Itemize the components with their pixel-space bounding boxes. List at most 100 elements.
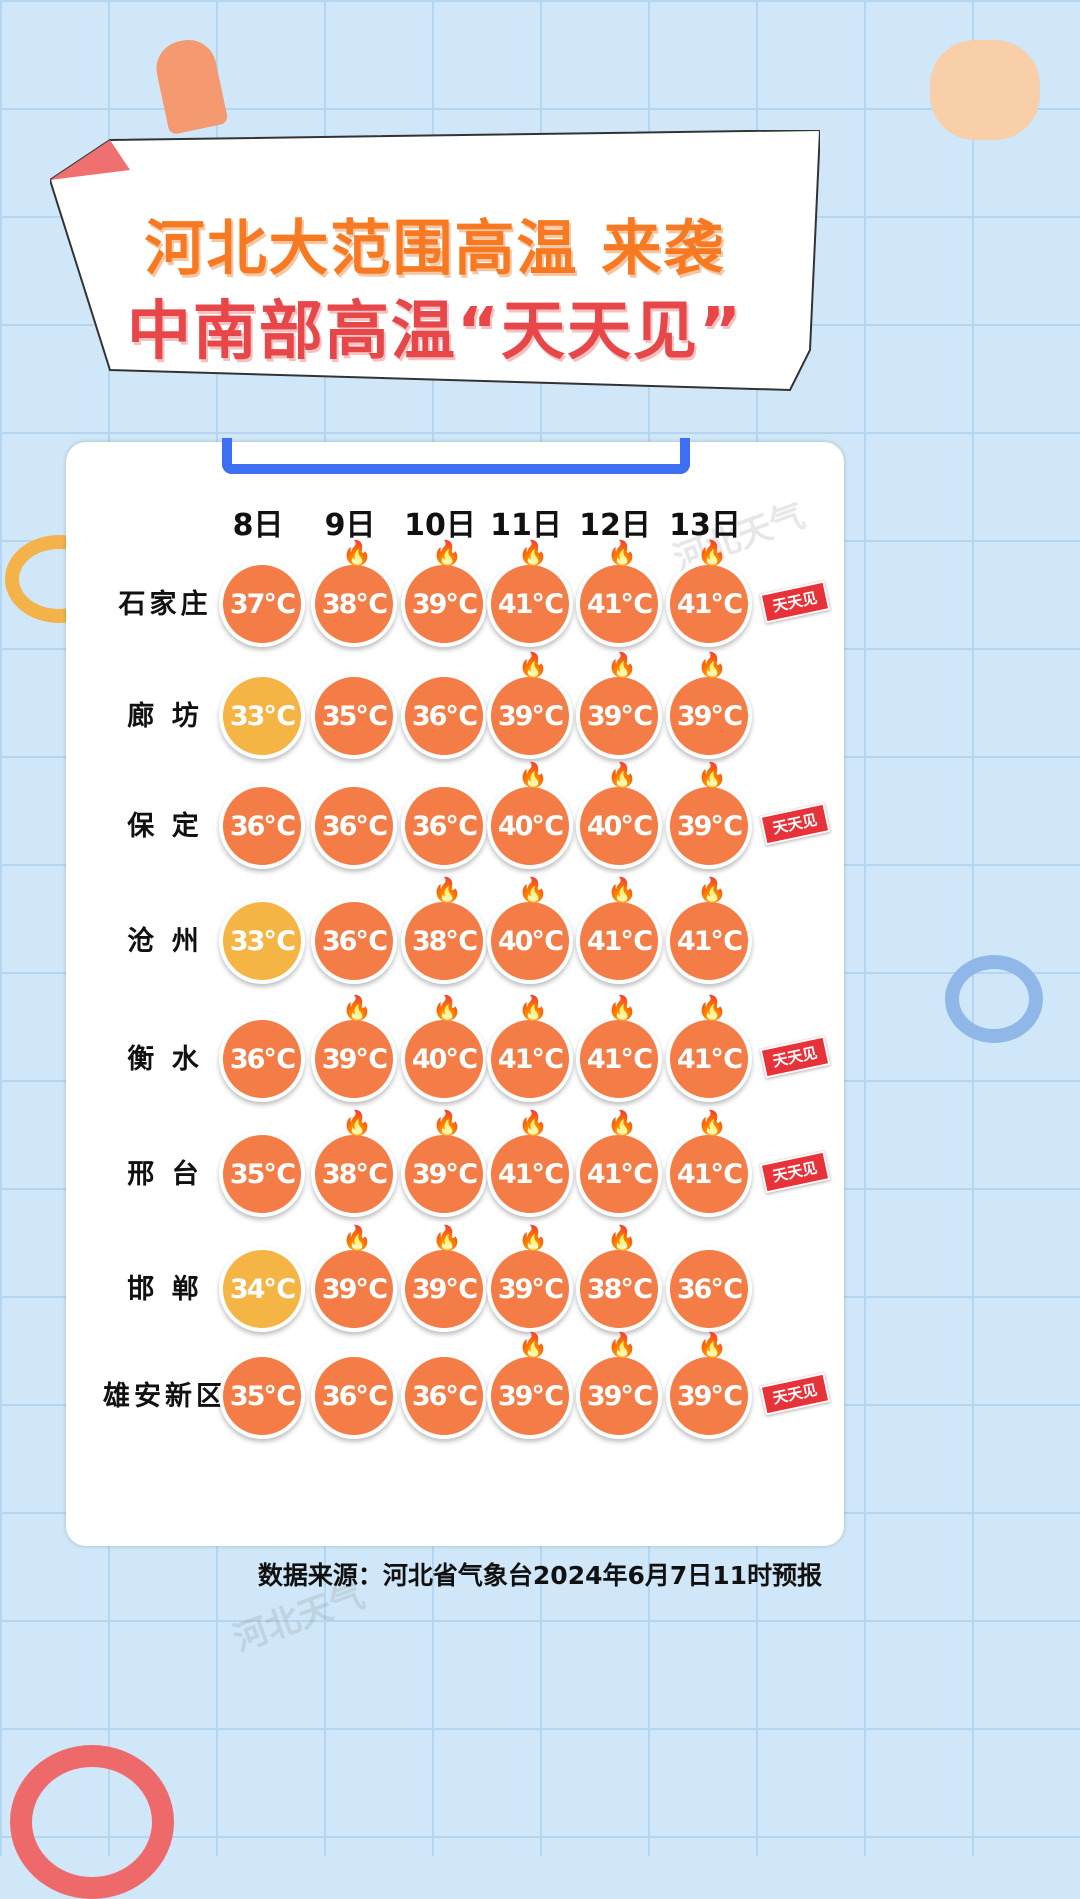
temperature-cell: 40℃ 🔥 [487, 876, 573, 984]
temperature-cell: 41℃ 🔥 [666, 539, 752, 647]
flame-icon: 🔥 [432, 994, 462, 1022]
temperature-cell: 39℃ 🔥 [666, 761, 752, 869]
temperature-value: 38℃ [321, 588, 388, 620]
flame-icon: 🔥 [518, 761, 548, 789]
title-line-2: 中南部高温“天天见” [126, 295, 744, 369]
temperature-value: 36℃ [411, 700, 478, 732]
temperature-cell: 36℃ [219, 1016, 305, 1102]
flame-icon: 🔥 [518, 1109, 548, 1137]
temperature-value: 39℃ [676, 700, 743, 732]
city-label: 廊 坊 [127, 701, 203, 732]
flame-icon: 🔥 [607, 761, 637, 789]
flame-icon: 🔥 [697, 1331, 727, 1359]
flame-icon: 🔥 [518, 539, 548, 567]
temperature-value: 34℃ [229, 1273, 296, 1305]
temperature-value: 38℃ [321, 1158, 388, 1190]
temperature-cell: 40℃ 🔥 [487, 761, 573, 869]
temperature-value: 33℃ [229, 925, 296, 957]
temperature-value: 41℃ [497, 1043, 564, 1075]
flame-icon: 🔥 [518, 651, 548, 679]
temperature-cell: 36℃ [666, 1246, 752, 1332]
temperature-cell: 34℃ [219, 1246, 305, 1332]
temperature-value: 41℃ [497, 1158, 564, 1190]
temperature-cell: 38℃ 🔥 [311, 1109, 397, 1217]
temperature-value: 38℃ [411, 925, 478, 957]
flame-icon: 🔥 [607, 1109, 637, 1137]
temperature-value: 35℃ [229, 1158, 296, 1190]
temperature-value: 36℃ [411, 810, 478, 842]
pointing-hand-icon [930, 40, 1040, 140]
flame-icon: 🔥 [342, 539, 372, 567]
temperature-value: 41℃ [497, 588, 564, 620]
temperature-value: 41℃ [586, 1158, 653, 1190]
flame-icon: 🔥 [697, 994, 727, 1022]
temperature-cell: 40℃ 🔥 [576, 761, 662, 869]
temperature-cell: 41℃ 🔥 [576, 1109, 662, 1217]
temperature-cell: 35℃ [219, 1131, 305, 1217]
temperature-cell: 35℃ [311, 673, 397, 759]
temperature-value: 39℃ [497, 1380, 564, 1412]
temperature-cell: 41℃ 🔥 [576, 876, 662, 984]
temperature-value: 41℃ [676, 588, 743, 620]
flame-icon: 🔥 [697, 876, 727, 904]
temperature-value: 33℃ [229, 700, 296, 732]
temperature-cell: 39℃ 🔥 [401, 1224, 487, 1332]
temperature-cell: 36℃ [401, 673, 487, 759]
temperature-cell: 36℃ [219, 783, 305, 869]
flame-icon: 🔥 [607, 1331, 637, 1359]
temperature-value: 39℃ [497, 1273, 564, 1305]
temperature-cell: 36℃ [401, 783, 487, 869]
temperature-value: 40℃ [411, 1043, 478, 1075]
flame-icon: 🔥 [607, 1224, 637, 1252]
temperature-value: 37℃ [229, 588, 296, 620]
temperature-cell: 38℃ 🔥 [576, 1224, 662, 1332]
day-header: 12日 [579, 508, 651, 543]
title-banner: 河北大范围高温 来袭 中南部高温“天天见” [50, 130, 820, 400]
flame-icon: 🔥 [432, 876, 462, 904]
flame-icon: 🔥 [518, 994, 548, 1022]
temperature-value: 36℃ [676, 1273, 743, 1305]
city-label: 保 定 [127, 811, 203, 842]
temperature-cell: 39℃ 🔥 [487, 1331, 573, 1439]
temperature-cell: 39℃ 🔥 [487, 651, 573, 759]
day-header: 11日 [490, 508, 562, 543]
flame-icon: 🔥 [432, 1109, 462, 1137]
swim-ring-icon [10, 1745, 174, 1899]
title-line-1: 河北大范围高温 来袭 [144, 214, 726, 284]
banner-shape [50, 130, 820, 392]
flame-icon: 🔥 [697, 761, 727, 789]
temperature-cell: 36℃ [311, 783, 397, 869]
temperature-cell: 41℃ 🔥 [576, 994, 662, 1102]
city-label: 石家庄 [118, 589, 212, 620]
flame-icon: 🔥 [432, 539, 462, 567]
city-label: 沧 州 [127, 926, 203, 957]
temperature-cell: 33℃ [219, 898, 305, 984]
temperature-value: 39℃ [411, 588, 478, 620]
day-header: 9日 [324, 508, 376, 543]
temperature-cell: 41℃ 🔥 [666, 994, 752, 1102]
temperature-value: 38℃ [586, 1273, 653, 1305]
flame-icon: 🔥 [607, 994, 637, 1022]
temperature-cell: 39℃ 🔥 [666, 1331, 752, 1439]
temperature-value: 41℃ [586, 588, 653, 620]
temperature-cell: 41℃ 🔥 [576, 539, 662, 647]
temperature-value: 36℃ [229, 1043, 296, 1075]
day-header: 10日 [404, 508, 476, 543]
temperature-value: 41℃ [676, 1158, 743, 1190]
flame-icon: 🔥 [518, 1331, 548, 1359]
temperature-value: 36℃ [321, 925, 388, 957]
flame-icon: 🔥 [518, 1224, 548, 1252]
temperature-cell: 39℃ 🔥 [576, 651, 662, 759]
temperature-value: 36℃ [411, 1380, 478, 1412]
temperature-value: 36℃ [229, 810, 296, 842]
temperature-value: 40℃ [497, 810, 564, 842]
flame-icon: 🔥 [342, 1109, 372, 1137]
temperature-value: 39℃ [586, 1380, 653, 1412]
temperature-value: 41℃ [586, 925, 653, 957]
temperature-value: 39℃ [321, 1043, 388, 1075]
temperature-value: 39℃ [411, 1158, 478, 1190]
temperature-value: 39℃ [676, 1380, 743, 1412]
flame-icon: 🔥 [342, 994, 372, 1022]
temperature-cell: 38℃ 🔥 [311, 539, 397, 647]
city-label: 雄安新区 [103, 1381, 227, 1412]
